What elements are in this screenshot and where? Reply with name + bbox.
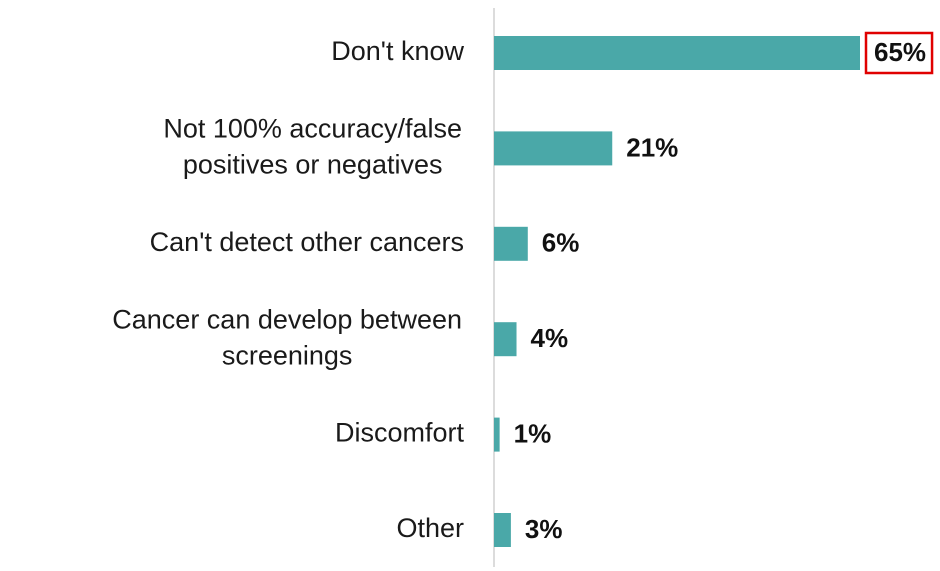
category-label: screenings [222, 340, 353, 370]
value-label: 21% [626, 132, 678, 162]
highlight-box [864, 31, 934, 75]
value-label: 6% [542, 228, 580, 258]
value-label: 3% [525, 514, 563, 544]
bar [494, 322, 517, 357]
bar [494, 36, 860, 70]
bar [494, 226, 528, 261]
bar [494, 513, 511, 547]
bar [494, 417, 500, 452]
category-label: Not 100% accuracy/false [163, 114, 462, 144]
bar [494, 131, 613, 166]
category-label: positives or negatives [183, 150, 443, 180]
category-label: Can't detect other cancers [150, 227, 464, 257]
value-label: 4% [531, 323, 569, 353]
value-label: 1% [514, 418, 552, 448]
category-label: Don't know [331, 36, 464, 66]
category-label: Other [396, 513, 464, 543]
category-label: Discomfort [335, 418, 465, 448]
category-label: Cancer can develop between [112, 304, 462, 334]
value-label: 65% [874, 37, 926, 67]
